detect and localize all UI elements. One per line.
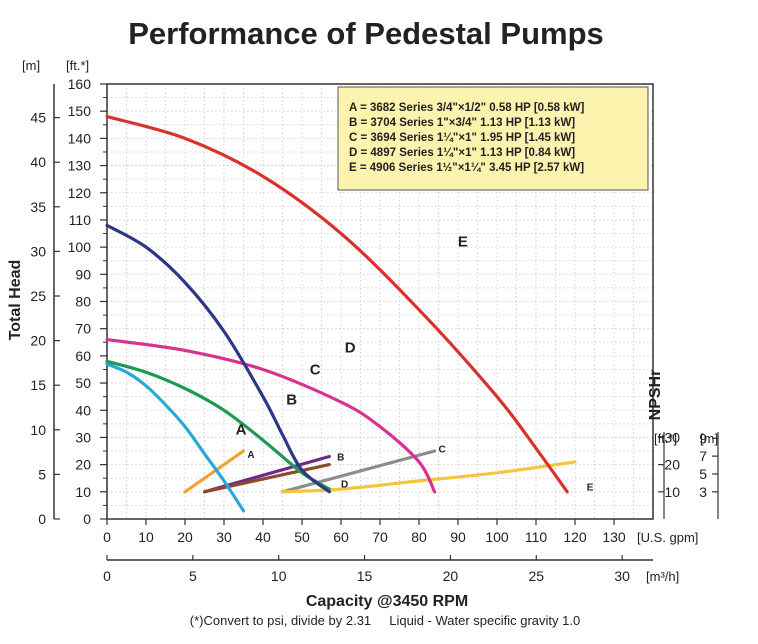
y-tick-label-ft: 80 (75, 294, 91, 310)
head-label-a: A (236, 421, 247, 438)
legend-box (337, 86, 649, 191)
npsh-unit-m: [m] (700, 431, 718, 446)
x-unit-gpm: [U.S. gpm] (637, 530, 698, 545)
npsh-curve-a (183, 449, 246, 494)
head-curve-e (105, 115, 569, 494)
y-tick-label-ft: 90 (75, 266, 91, 282)
y-tick-label-m: 45 (30, 110, 46, 126)
npsh-label-d: D (341, 480, 348, 491)
y-tick-label-ft: 20 (75, 457, 91, 473)
head-label-e: E (458, 234, 468, 251)
npsh-label-a: A (247, 450, 254, 461)
npsh-tick-label-m: 3 (699, 484, 707, 500)
legend-entry-d: D = 4897 Series 1¼"×1" 1.13 HP [0.84 kW] (349, 147, 575, 159)
y-tick-label-ft: 60 (75, 348, 91, 364)
y-tick-label-ft: 150 (68, 103, 92, 119)
y-tick-label-ft: 110 (69, 212, 92, 228)
legend-entry-c: C = 3694 Series 1¼"×1" 1.95 HP [1.45 kW] (349, 132, 575, 144)
x-tick-label-gpm: 30 (216, 529, 232, 545)
y-unit-m: [m] (22, 58, 40, 73)
y-tick-label-m: 20 (30, 333, 46, 349)
legend-entry-e: E = 4906 Series 1½"×1¼" 3.45 HP [2.57 kW… (349, 162, 584, 174)
y-tick-label-ft: 10 (75, 484, 91, 500)
x-tick-label-gpm: 120 (563, 529, 587, 545)
y-tick-label-ft: 140 (68, 130, 92, 146)
npsh-tick-label-m: 7 (699, 448, 707, 464)
head-label-d: D (345, 340, 356, 357)
head-label-c: C (310, 361, 321, 378)
legend-entry-a: A = 3682 Series 3/4"×1/2" 0.58 HP [0.58 … (349, 102, 584, 114)
npsh-tick-label-m: 5 (699, 466, 707, 482)
y-tick-label-m: 40 (30, 154, 46, 170)
x-tick-label-gpm: 130 (602, 529, 626, 545)
y-axis-title: Total Head (7, 260, 24, 341)
x-tick-label-gpm: 60 (333, 529, 349, 545)
y-tick-label-m: 0 (38, 511, 46, 527)
y-tick-label-m: 5 (38, 466, 46, 482)
npsh-curve-c (280, 449, 437, 494)
head-curve-d (105, 223, 331, 494)
x-tick-label-gpm: 50 (294, 529, 310, 545)
y-tick-label-ft: 160 (68, 76, 92, 92)
npsh-label-c: C (439, 444, 446, 455)
x-tick-label-gpm: 0 (103, 529, 111, 545)
axes: 0102030405060708090100110120130140150160… (30, 76, 719, 584)
head-curve-a (105, 362, 246, 513)
legend: A = 3682 Series 3/4"×1/2" 0.58 HP [0.58 … (337, 86, 649, 191)
y-tick-label-ft: 120 (68, 185, 92, 201)
x-tick-label-m3h: 15 (357, 568, 373, 584)
x-tick-label-gpm: 10 (138, 529, 154, 545)
head-curve-c (105, 338, 437, 494)
footnote: (*)Convert to psi, divide by 2.31 Liquid… (190, 613, 580, 628)
x-tick-label-gpm: 20 (177, 529, 193, 545)
x-tick-label-m3h: 10 (271, 568, 287, 584)
y-tick-label-ft: 100 (68, 239, 92, 255)
y-unit-ft: [ft.*] (66, 58, 89, 73)
npsh-tick-label-ft: 30 (664, 429, 680, 445)
head-curves (105, 115, 569, 513)
x-tick-label-m3h: 25 (528, 568, 544, 584)
y-tick-label-ft: 0 (83, 511, 91, 527)
npsh-label-e: E (587, 482, 594, 493)
y-tick-label-ft: 130 (68, 158, 92, 174)
chart-title: Performance of Pedestal Pumps (128, 16, 604, 51)
y-tick-label-ft: 70 (75, 321, 91, 337)
y-tick-label-m: 30 (30, 243, 46, 259)
y-tick-label-ft: 50 (75, 375, 91, 391)
x-tick-label-m3h: 5 (189, 568, 197, 584)
y-tick-label-ft: 30 (75, 429, 91, 445)
x-tick-label-gpm: 90 (450, 529, 466, 545)
npsh-tick-label-ft: 20 (664, 457, 680, 473)
npsh-unit-ft: [ft.*] (654, 431, 677, 446)
x-tick-label-gpm: 40 (255, 529, 271, 545)
head-curve-b (105, 359, 331, 491)
npsh-axis-title: NPSHr (647, 370, 664, 421)
y-tick-label-ft: 40 (75, 402, 91, 418)
y-tick-label-m: 35 (30, 199, 46, 215)
legend-entry-b: B = 3704 Series 1"×3/4" 1.13 HP [1.13 kW… (349, 117, 575, 129)
npsh-tick-label-m: 9 (699, 430, 707, 446)
x-tick-label-gpm: 80 (411, 529, 427, 545)
x-tick-label-gpm: 100 (485, 529, 509, 545)
x-tick-label-gpm: 70 (372, 529, 388, 545)
x-tick-label-m3h: 0 (103, 568, 111, 584)
y-tick-label-m: 25 (30, 288, 46, 304)
x-tick-label-gpm: 110 (525, 529, 548, 545)
head-label-b: B (286, 391, 297, 408)
x-tick-label-m3h: 30 (614, 568, 630, 584)
x-tick-label-m3h: 20 (443, 568, 459, 584)
y-tick-label-m: 10 (30, 422, 46, 438)
y-tick-label-m: 15 (30, 377, 46, 393)
x-unit-m3h: [m³/h] (646, 569, 679, 584)
npsh-curve-d (202, 463, 331, 494)
npsh-tick-label-ft: 10 (664, 484, 680, 500)
npsh-label-b: B (337, 452, 344, 463)
x-axis-title: Capacity @3450 RPM (306, 593, 468, 610)
